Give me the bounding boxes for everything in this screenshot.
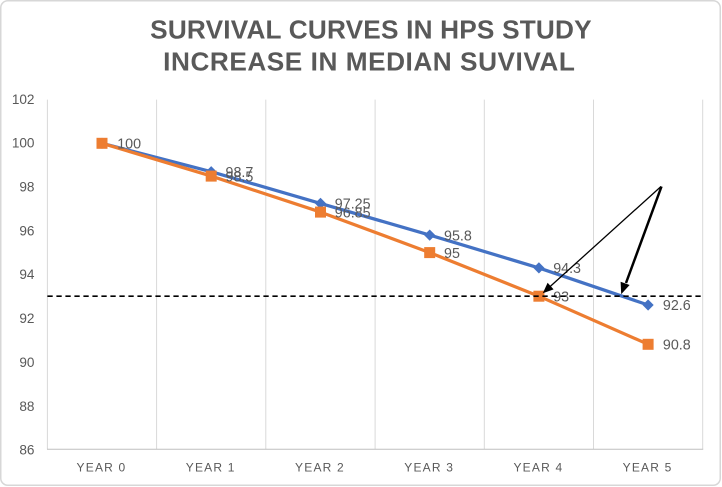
svg-text:YEAR 2: YEAR 2 [295,461,345,475]
svg-text:92.6: 92.6 [663,298,691,314]
svg-text:90: 90 [19,355,35,370]
svg-text:100: 100 [117,137,141,153]
svg-text:102: 102 [12,92,35,107]
svg-text:YEAR 1: YEAR 1 [186,461,236,475]
svg-text:100: 100 [12,136,35,151]
svg-text:98: 98 [19,180,34,195]
svg-text:95: 95 [444,246,460,262]
svg-text:YEAR 3: YEAR 3 [404,461,454,475]
svg-text:INCREASE IN MEDIAN SUVIVAL: INCREASE IN MEDIAN SUVIVAL [163,46,575,76]
svg-text:95.8: 95.8 [444,228,472,244]
svg-text:86: 86 [19,443,34,458]
svg-text:92: 92 [19,311,34,326]
svg-text:94.3: 94.3 [553,261,581,277]
svg-text:90.8: 90.8 [663,338,691,354]
svg-text:YEAR 0: YEAR 0 [77,461,127,475]
svg-text:YEAR 5: YEAR 5 [623,461,673,475]
svg-text:94: 94 [19,267,35,282]
svg-text:93: 93 [553,289,569,305]
svg-text:96: 96 [19,223,34,238]
svg-text:96.85: 96.85 [335,205,371,221]
svg-text:SURVIVAL CURVES IN HPS STUDY: SURVIVAL CURVES IN HPS STUDY [150,15,592,45]
svg-text:97.25: 97.25 [335,197,371,213]
svg-text:98.7: 98.7 [226,165,254,181]
svg-text:YEAR 4: YEAR 4 [513,461,563,475]
svg-text:98.5: 98.5 [226,169,254,185]
svg-text:88: 88 [19,399,34,414]
